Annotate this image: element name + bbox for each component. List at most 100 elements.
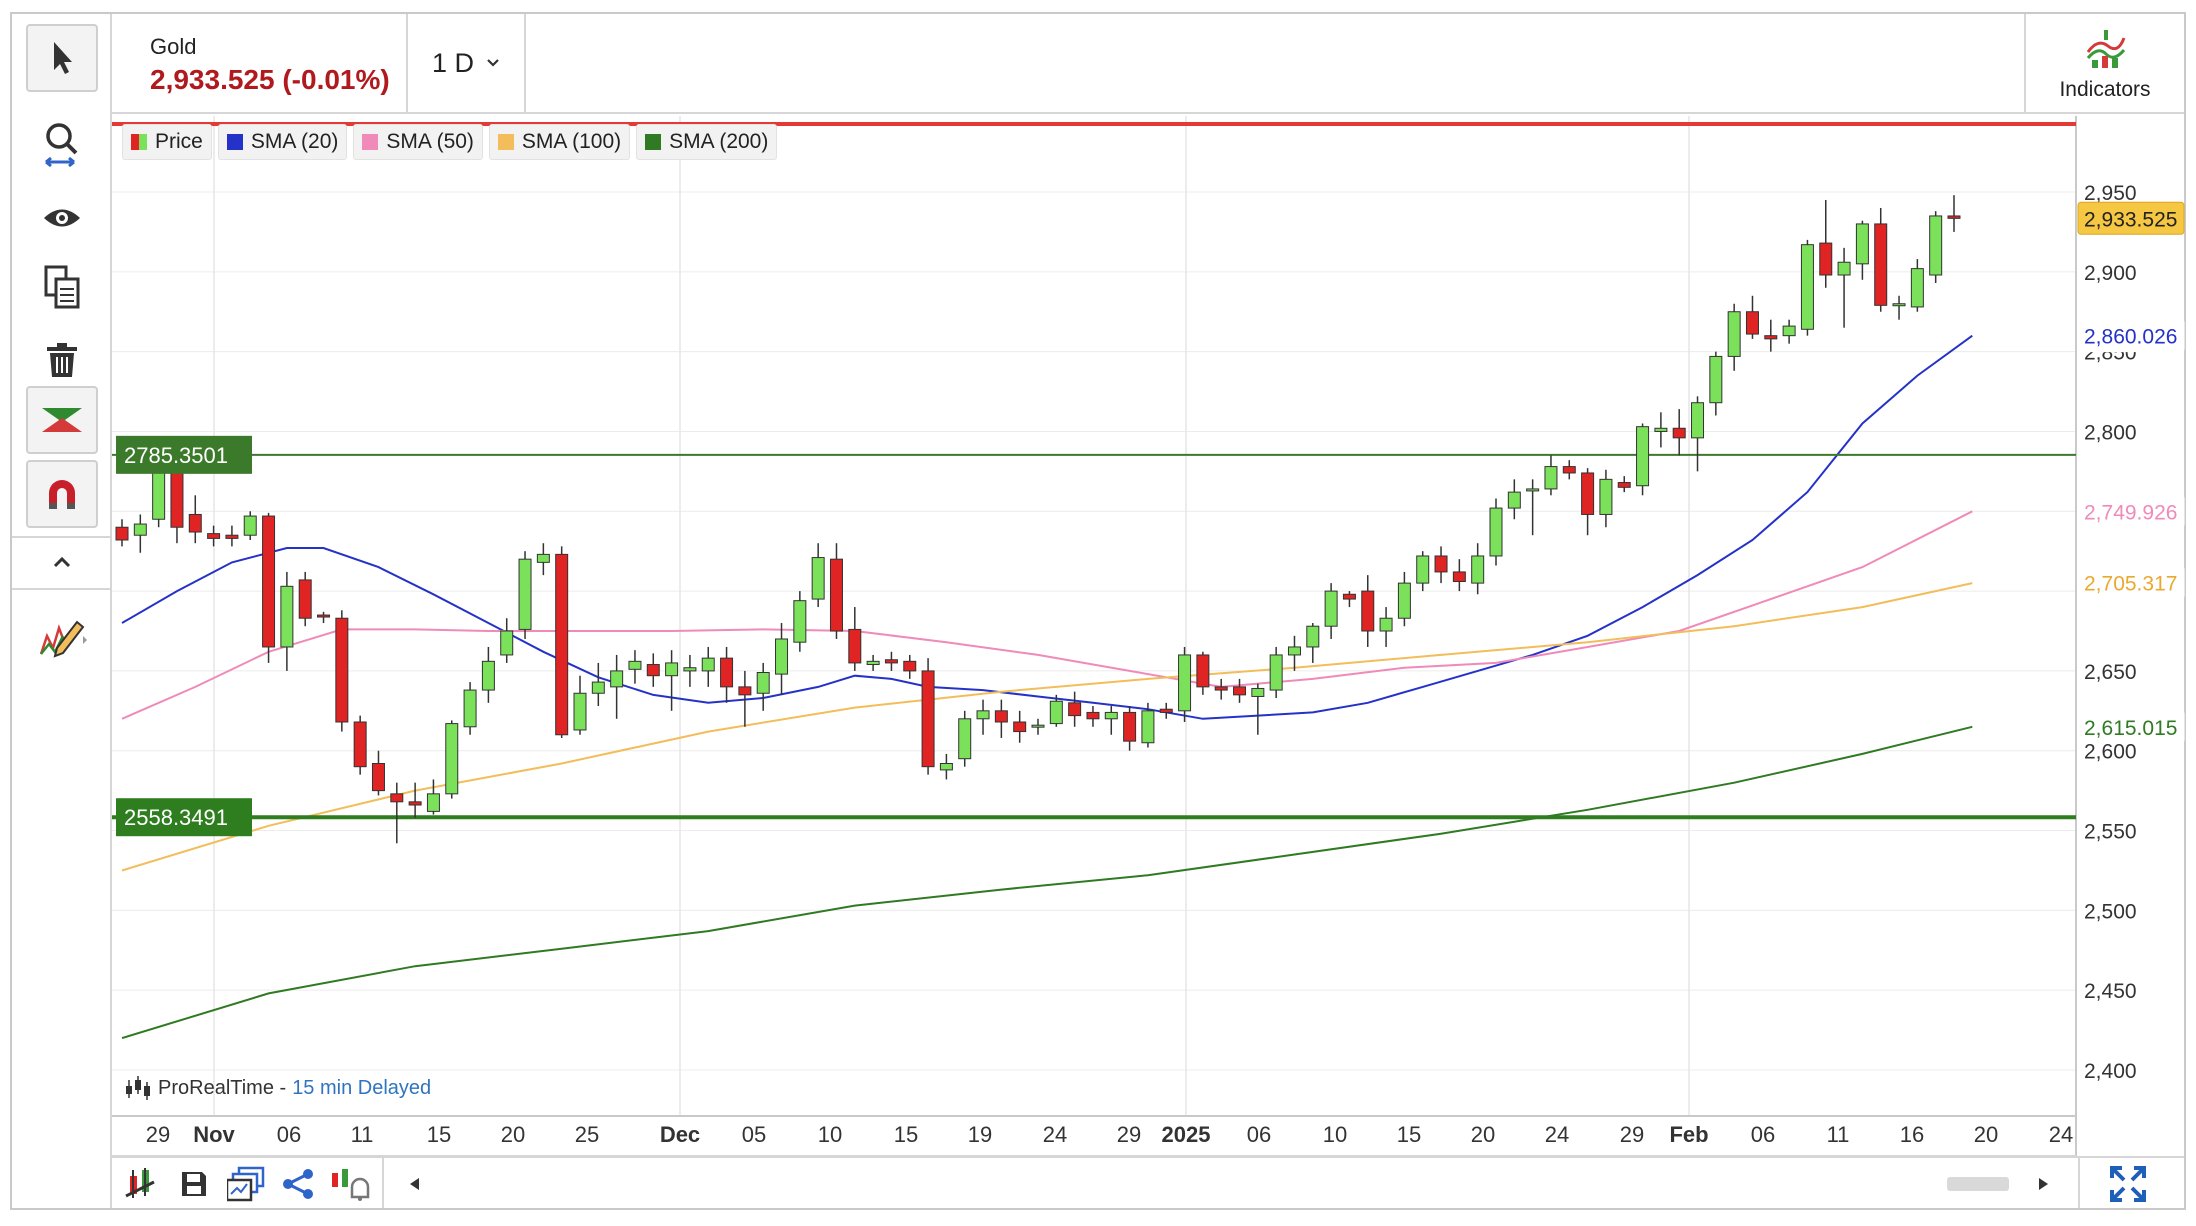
candle-body-down <box>353 721 367 768</box>
legend-label: SMA (100) <box>521 130 622 153</box>
chart-settings-icon <box>125 1168 155 1198</box>
instrument-panel[interactable]: Gold 2,933.525 (-0.01%) <box>112 14 408 112</box>
toolbar-divider <box>12 588 110 590</box>
candle-body-up <box>1489 507 1503 557</box>
candlestick-logo-icon <box>126 1076 150 1100</box>
candle-body-up <box>1287 646 1301 656</box>
candle-body-up <box>701 657 715 672</box>
candle-body-down <box>1068 702 1082 717</box>
triangle-left-icon <box>410 1178 419 1190</box>
x-tick-label: 20 <box>1471 1122 1495 1147</box>
fullscreen-expand-icon <box>2110 1166 2146 1202</box>
candle <box>976 699 990 735</box>
candle <box>1709 351 1723 416</box>
candle <box>1452 559 1466 592</box>
candle-body-down <box>408 801 422 806</box>
candle <box>884 651 898 671</box>
candles <box>115 195 1961 844</box>
sma100-swatch-icon <box>497 134 514 150</box>
legend-item-sma200[interactable]: SMA (200) <box>636 124 778 160</box>
scrollbar-handle[interactable] <box>1947 1177 2009 1191</box>
alerts-button[interactable] <box>330 1164 370 1204</box>
pointer-tool[interactable] <box>26 24 98 92</box>
candle <box>1196 651 1210 695</box>
period-label: 1 D <box>431 47 475 78</box>
draw-tool[interactable] <box>26 602 98 670</box>
save-button[interactable] <box>174 1164 214 1204</box>
candle <box>445 720 459 799</box>
candle-body-up <box>536 553 550 563</box>
y-tick-label: 2,600 <box>2084 741 2137 764</box>
x-tick-label: 20 <box>501 1122 525 1147</box>
candle-body-down <box>1947 215 1961 219</box>
candle-body-up <box>500 630 514 656</box>
trash-icon <box>47 343 77 377</box>
collapse-toolbar-button[interactable] <box>26 540 98 584</box>
candle-body-down <box>170 464 184 528</box>
candle <box>1049 694 1063 727</box>
candle-body-down <box>555 553 569 736</box>
watermark-status[interactable]: 15 min Delayed <box>292 1076 432 1099</box>
candle <box>903 654 917 679</box>
candle-body-down <box>1013 721 1027 733</box>
legend-label: Price <box>155 130 203 153</box>
plot-area <box>112 116 2076 1116</box>
candle <box>738 670 752 727</box>
x-tick-label: 06 <box>1751 1122 1775 1147</box>
layout-button[interactable] <box>226 1164 266 1204</box>
x-tick-label: 2025 <box>1162 1122 1211 1147</box>
delete-tool[interactable] <box>26 326 98 394</box>
candle <box>225 525 239 547</box>
trend-tool[interactable] <box>26 386 98 454</box>
x-tick-label: 29 <box>146 1122 170 1147</box>
x-tick-label: 20 <box>1974 1122 1998 1147</box>
chart-settings-button[interactable] <box>122 1164 162 1204</box>
scroll-right-button[interactable] <box>2024 1164 2064 1204</box>
x-axis-ticks: 29 Nov 06 11 15 20 25 Dec 05 10 15 19 24 29 2025 06 10 15… <box>146 1122 2073 1147</box>
price-labels: 2,933.525 2,860.026 2,749.926 2,705.317 2,61… <box>2077 201 2185 744</box>
candle-body-up <box>775 638 789 675</box>
y-tick-label: 2,800 <box>2084 421 2137 444</box>
candle-body-up <box>811 557 825 600</box>
drawing-toolbar <box>12 14 112 1208</box>
level-labels: 2785.3501 2558.3491 <box>116 435 252 837</box>
duplicate-tool[interactable] <box>26 254 98 322</box>
candle <box>1214 678 1228 700</box>
candle <box>866 654 880 671</box>
candle <box>1837 247 1851 328</box>
candle-body-down <box>1617 482 1631 488</box>
candle-body-down <box>848 628 862 664</box>
candle <box>1397 571 1411 627</box>
indicators-button[interactable]: Indicators <box>2024 14 2184 112</box>
zoom-tool[interactable] <box>26 110 98 178</box>
scroll-left-button[interactable] <box>394 1164 434 1204</box>
candle-body-down <box>1672 427 1686 439</box>
magnet-tool[interactable] <box>26 460 98 528</box>
candle <box>1104 706 1118 735</box>
legend-item-sma50[interactable]: SMA (50) <box>353 124 483 160</box>
candle-body-up <box>1031 724 1045 728</box>
candle <box>665 650 679 711</box>
scrollbar-thumb[interactable] <box>1946 1164 2010 1204</box>
candle-body-down <box>1361 590 1375 632</box>
candle <box>1123 706 1137 751</box>
candle-body-up <box>1049 700 1063 725</box>
candle-body-down <box>1764 335 1778 340</box>
chart-legend: Price SMA (20) SMA (50) SMA (100) SMA (2… <box>122 124 778 160</box>
candle-body-down <box>1342 593 1356 600</box>
fullscreen-button[interactable] <box>2108 1164 2148 1204</box>
candle <box>1672 409 1686 456</box>
legend-item-sma100[interactable]: SMA (100) <box>488 124 631 160</box>
visibility-tool[interactable] <box>26 184 98 252</box>
candle-body-up <box>1251 687 1265 697</box>
legend-item-sma20[interactable]: SMA (20) <box>217 124 348 160</box>
candle <box>463 682 477 735</box>
x-tick-label: 06 <box>1247 1122 1271 1147</box>
period-selector[interactable]: 1 D <box>408 14 526 112</box>
legend-item-price[interactable]: Price <box>122 124 212 160</box>
x-tick-label: 15 <box>427 1122 451 1147</box>
share-button[interactable] <box>278 1164 318 1204</box>
cursor-arrow-icon <box>54 42 72 74</box>
y-tick-label: 2,450 <box>2084 980 2137 1003</box>
